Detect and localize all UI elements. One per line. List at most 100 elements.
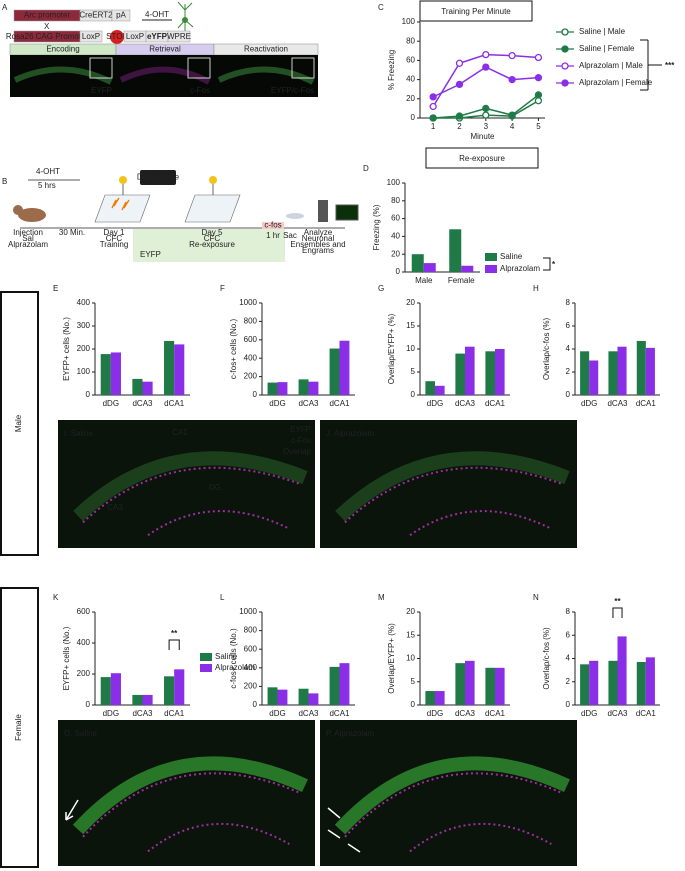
bar xyxy=(636,661,646,705)
analysis-label: Analyze xyxy=(304,228,333,237)
y-tick-label: 0 xyxy=(566,390,571,399)
bar xyxy=(425,381,435,395)
bar xyxy=(455,663,465,705)
sex-label: Female xyxy=(14,714,23,741)
bar xyxy=(589,360,599,395)
construct-label: WPRE xyxy=(167,32,191,41)
x-tick-label: dDG xyxy=(269,709,285,718)
micrograph xyxy=(58,720,315,866)
x-tick-label: 5 xyxy=(536,122,541,131)
x-tick-label: dDG xyxy=(427,399,443,408)
legend-swatch xyxy=(485,253,497,261)
sac-label: Sac xyxy=(283,231,297,240)
y-axis-label: c-fos+ cells (No.) xyxy=(229,319,238,380)
legend-marker xyxy=(561,62,569,70)
bar xyxy=(267,687,278,705)
image-label: I. Saline xyxy=(64,429,93,438)
data-point xyxy=(482,50,490,59)
stain-label: EYFP xyxy=(91,86,112,95)
y-axis-label: Overlap/EYFP+ (%) xyxy=(387,623,396,694)
significance: ** xyxy=(171,629,178,638)
mouse-icon xyxy=(18,208,46,222)
micrograph xyxy=(58,420,315,548)
x-tick-label: dCA1 xyxy=(164,709,185,718)
bar xyxy=(449,229,462,272)
analysis-label: Engrams xyxy=(302,246,334,255)
bar xyxy=(339,663,350,705)
dark-house-label: Dark House xyxy=(137,173,180,182)
bar xyxy=(425,691,435,705)
tissue xyxy=(82,772,301,838)
y-tick-label: 60 xyxy=(391,214,400,223)
y-tick-label: 5 xyxy=(411,367,416,376)
stain-legend: Overlap xyxy=(283,447,312,456)
construct-box xyxy=(167,30,191,43)
bar xyxy=(411,254,424,272)
panel-letter: A xyxy=(2,3,8,12)
y-tick-label: 6 xyxy=(566,321,571,330)
chart-title: Training Per Minute xyxy=(441,7,511,16)
panel-letter: B xyxy=(2,177,7,186)
y-tick-label: 6 xyxy=(566,630,571,639)
sex-label: Male xyxy=(14,414,23,432)
legend-swatch xyxy=(200,653,212,661)
bar xyxy=(277,689,288,705)
y-tick-label: 60 xyxy=(406,56,415,65)
y-axis-label: Overlap/EYFP+ (%) xyxy=(387,313,396,384)
bar xyxy=(329,666,340,705)
legend-label: Alprazolam | Female xyxy=(579,78,653,87)
data-point xyxy=(455,80,464,89)
y-tick-label: 200 xyxy=(77,344,91,353)
x-tick-label: dCA3 xyxy=(607,709,628,718)
y-tick-label: 100 xyxy=(402,17,416,26)
sex-box xyxy=(0,291,39,556)
analysis-label: Neuronal xyxy=(302,234,335,243)
x-tick-label: dCA1 xyxy=(636,399,657,408)
y-tick-label: 80 xyxy=(391,196,400,205)
inset xyxy=(187,57,211,79)
construct-label: STOP xyxy=(106,32,128,41)
stain-label: c-Fos xyxy=(190,86,210,95)
day-label: CFC xyxy=(204,234,221,243)
legend-label: Saline xyxy=(215,652,238,661)
y-axis-label: EYFP+ cells (No.) xyxy=(62,626,71,690)
data-point xyxy=(534,53,543,62)
day-label: CFC xyxy=(106,234,123,243)
y-tick-label: 0 xyxy=(396,267,401,276)
bar xyxy=(110,673,121,705)
data-point xyxy=(482,63,490,71)
tissue xyxy=(217,66,315,85)
cfos-window xyxy=(262,222,284,229)
y-tick-label: 0 xyxy=(411,390,416,399)
data-point xyxy=(482,104,490,113)
data-point xyxy=(534,74,543,82)
y-tick-label: 300 xyxy=(77,321,91,330)
x-tick-label: dCA1 xyxy=(164,399,185,408)
image-label: O. Saline xyxy=(64,729,97,738)
y-tick-label: 1000 xyxy=(239,298,257,307)
sig-bracket xyxy=(612,607,623,618)
tissue xyxy=(147,822,290,853)
panel-letter: F xyxy=(220,284,225,293)
tissue xyxy=(82,466,301,524)
x-tick-label: dCA3 xyxy=(132,399,153,408)
significance: ** xyxy=(614,597,621,606)
data-point xyxy=(534,91,543,99)
bar xyxy=(142,694,153,705)
bar xyxy=(617,636,627,705)
y-tick-label: 20 xyxy=(391,249,400,258)
monitor-icon xyxy=(335,204,359,221)
bar xyxy=(645,657,655,705)
region-label: CA3 xyxy=(107,503,123,512)
x-tick-label: 1 xyxy=(431,122,436,131)
x-tick-label: dCA1 xyxy=(485,399,506,408)
day-label: Day 1 xyxy=(104,228,125,237)
bar xyxy=(495,349,505,395)
y-tick-label: 15 xyxy=(406,321,415,330)
bulb-icon xyxy=(119,176,127,184)
sig-bracket xyxy=(168,639,180,650)
cross-label: X xyxy=(44,22,50,31)
y-axis-label: c-fos+ cells (No.) xyxy=(229,628,238,689)
data-point xyxy=(482,111,490,119)
y-tick-label: 20 xyxy=(406,94,415,103)
